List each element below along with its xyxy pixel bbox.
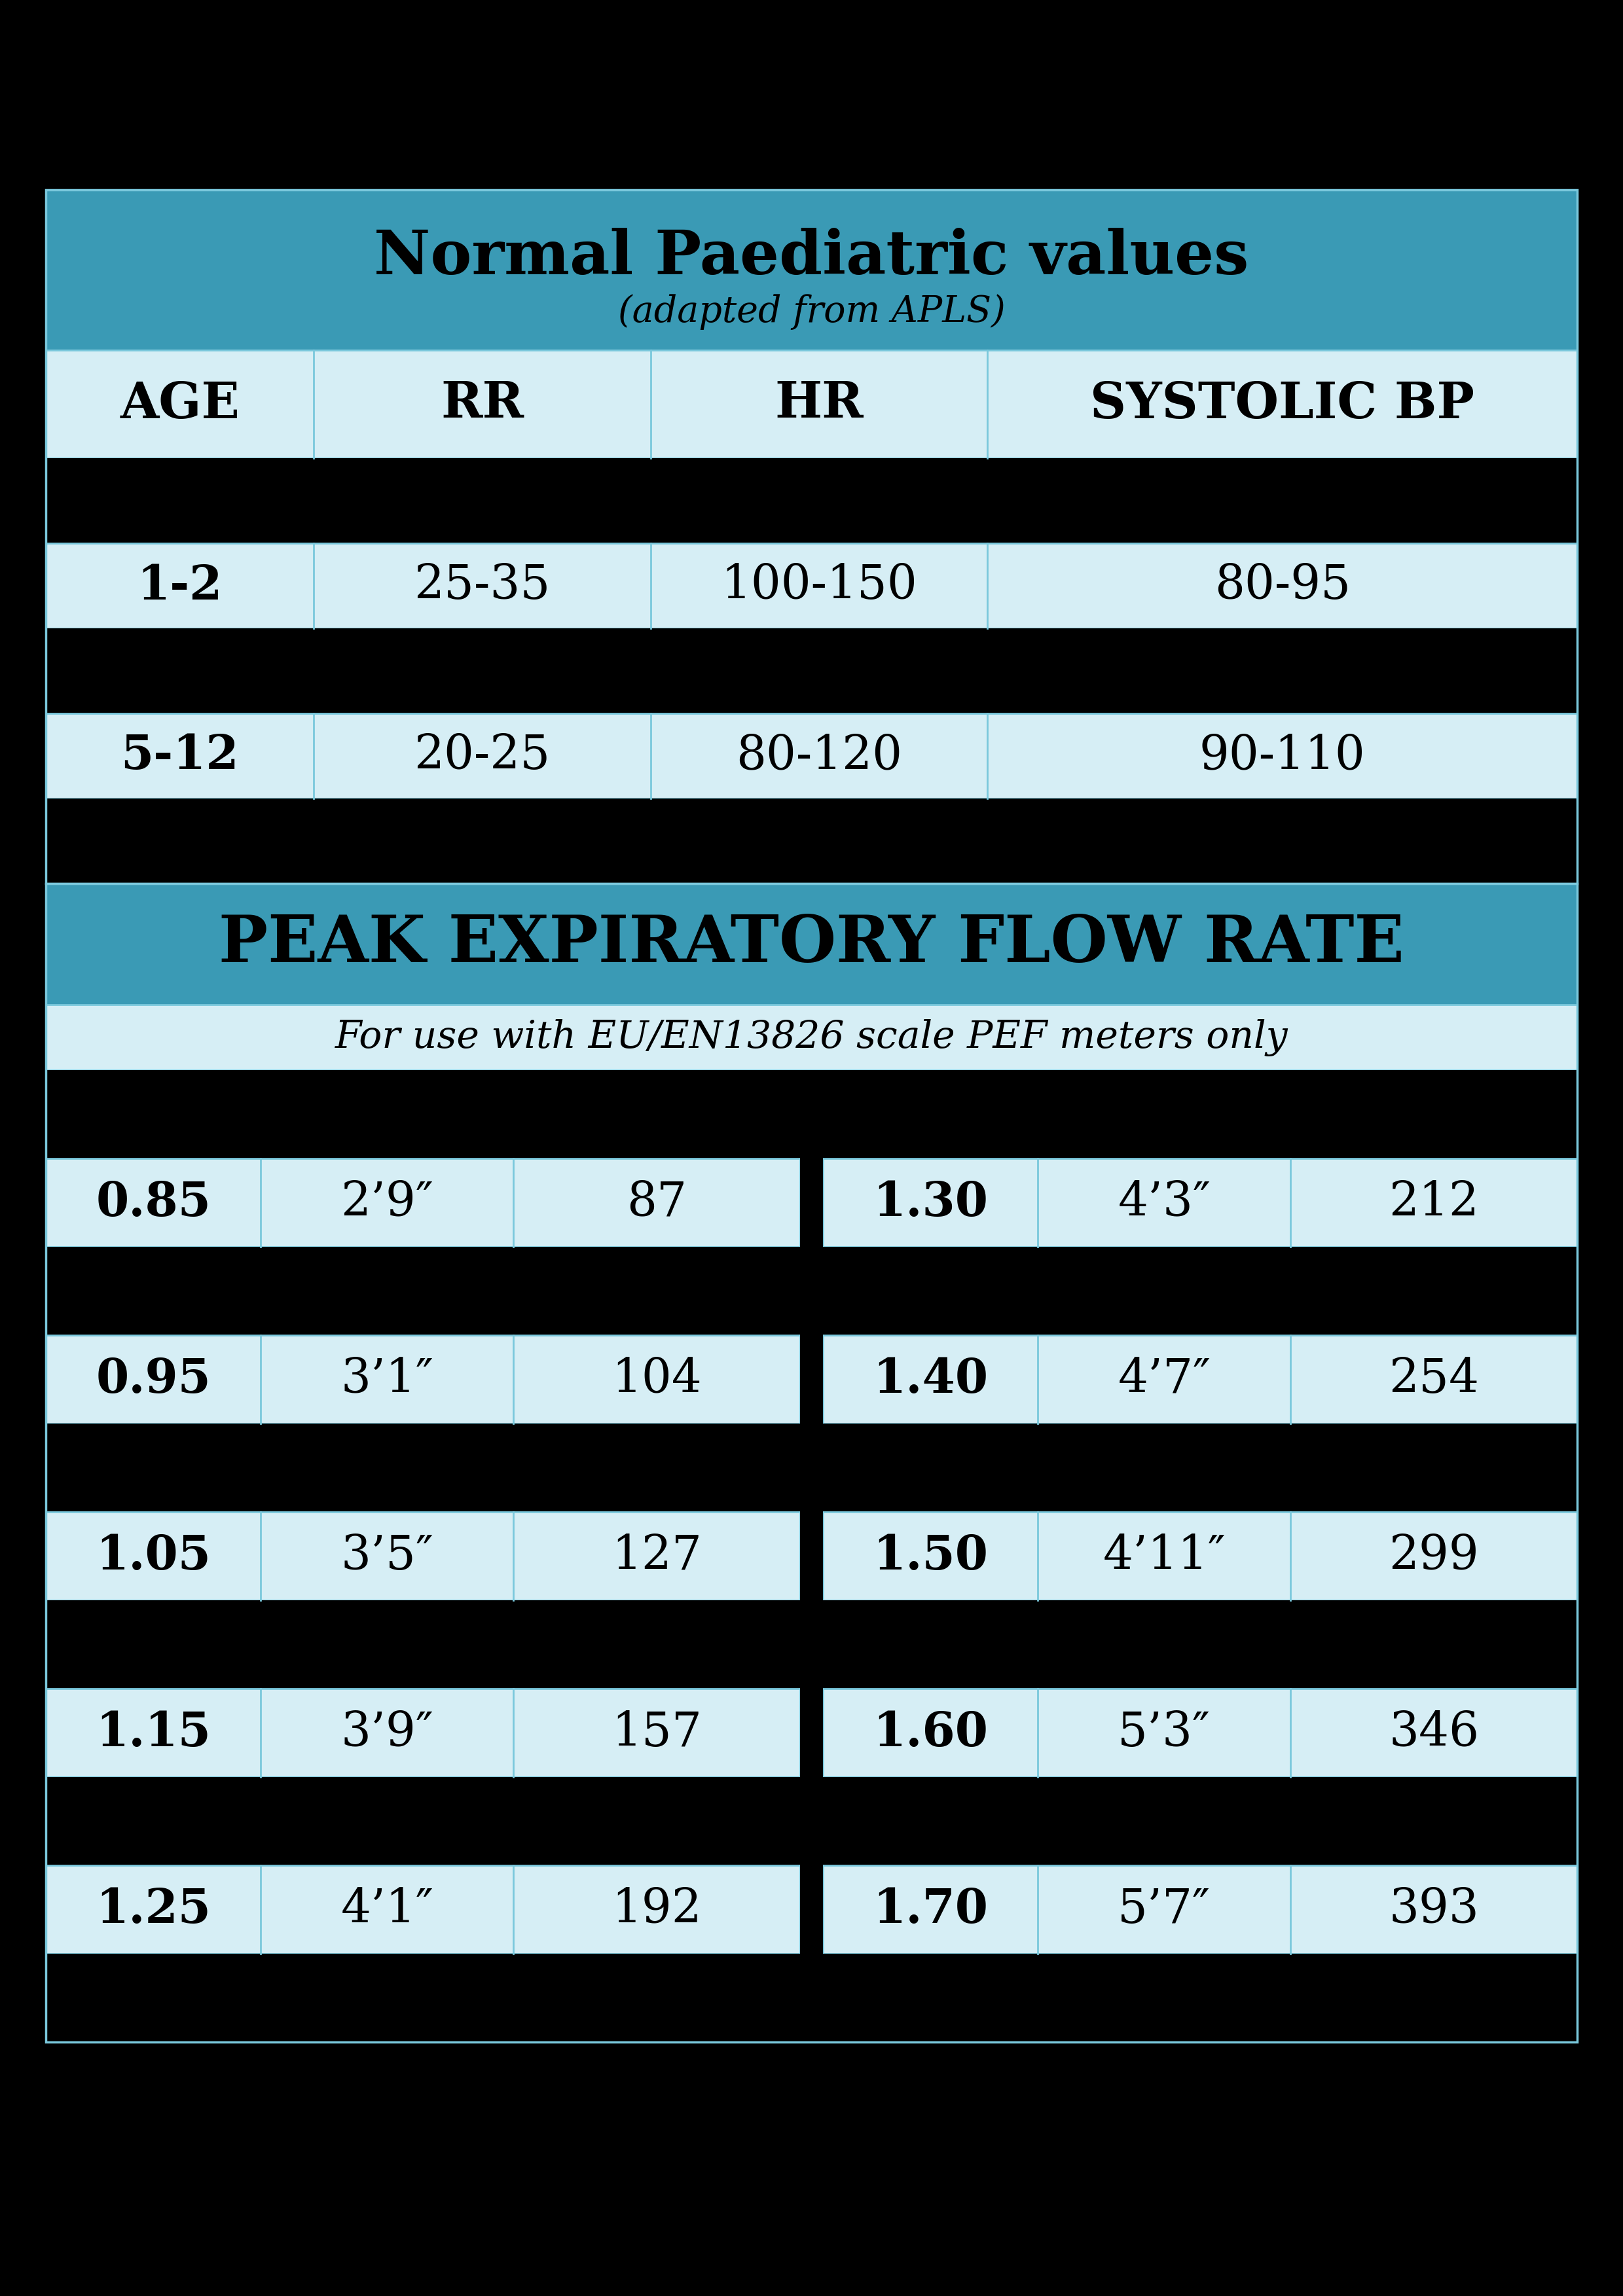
Bar — [823, 1954, 1578, 2041]
Bar — [45, 351, 1578, 459]
Bar — [45, 1954, 800, 2041]
Text: 4’3″: 4’3″ — [1118, 1180, 1211, 1226]
Text: 127: 127 — [612, 1534, 701, 1580]
Bar — [45, 1688, 800, 1777]
Bar — [45, 1006, 1578, 1070]
Text: 4’1″: 4’1″ — [341, 1887, 433, 1933]
Text: PEAK EXPIRATORY FLOW RATE: PEAK EXPIRATORY FLOW RATE — [219, 912, 1404, 976]
Text: 393: 393 — [1389, 1887, 1479, 1933]
Text: AGE: AGE — [120, 379, 240, 429]
Bar — [45, 1864, 800, 1954]
Text: 1.25: 1.25 — [96, 1887, 211, 1933]
Text: 346: 346 — [1389, 1711, 1479, 1756]
Text: 90-110: 90-110 — [1199, 732, 1365, 778]
Text: RR: RR — [441, 379, 524, 429]
Text: 3’5″: 3’5″ — [341, 1534, 433, 1580]
Bar — [45, 544, 1578, 629]
Text: 157: 157 — [612, 1711, 701, 1756]
Bar — [45, 1247, 800, 1336]
Text: 80-95: 80-95 — [1214, 563, 1350, 608]
Bar — [45, 1159, 800, 1247]
Text: 5’7″: 5’7″ — [1118, 1887, 1211, 1933]
Text: 5-12: 5-12 — [120, 732, 239, 778]
Text: 212: 212 — [1389, 1180, 1479, 1226]
Bar — [45, 1424, 800, 1511]
Bar — [823, 1600, 1578, 1688]
Bar — [45, 714, 1578, 799]
Text: 1.15: 1.15 — [96, 1711, 211, 1756]
Text: HR: HR — [774, 379, 863, 429]
Bar — [823, 1864, 1578, 1954]
Text: 104: 104 — [612, 1357, 701, 1403]
Text: 1-2: 1-2 — [136, 563, 222, 608]
Text: 0.85: 0.85 — [96, 1180, 211, 1226]
Text: (adapted from APLS): (adapted from APLS) — [618, 294, 1005, 331]
Bar — [45, 1777, 800, 1864]
Bar — [45, 884, 1578, 2041]
Text: For use with EU/EN13826 scale PEF meters only: For use with EU/EN13826 scale PEF meters… — [334, 1019, 1289, 1056]
Text: 3’9″: 3’9″ — [341, 1711, 433, 1756]
Text: 1.70: 1.70 — [873, 1887, 988, 1933]
Text: 20-25: 20-25 — [414, 732, 550, 778]
Bar — [45, 191, 1578, 884]
Text: 1.60: 1.60 — [873, 1711, 988, 1756]
Text: 4’7″: 4’7″ — [1118, 1357, 1211, 1403]
Text: 87: 87 — [626, 1180, 687, 1226]
Bar — [45, 191, 1578, 351]
Bar — [45, 884, 1578, 1006]
Bar — [800, 1070, 823, 2041]
Bar — [45, 1336, 800, 1424]
Text: 5’3″: 5’3″ — [1118, 1711, 1211, 1756]
Bar — [823, 1424, 1578, 1511]
Bar — [45, 1600, 800, 1688]
Text: 3’1″: 3’1″ — [341, 1357, 433, 1403]
Text: 100-150: 100-150 — [721, 563, 917, 608]
Text: 1.05: 1.05 — [96, 1534, 211, 1580]
Text: 192: 192 — [612, 1887, 701, 1933]
Text: 1.50: 1.50 — [873, 1534, 988, 1580]
Bar — [823, 1511, 1578, 1600]
Bar — [45, 544, 1578, 629]
Text: Normal Paediatric values: Normal Paediatric values — [373, 227, 1250, 287]
Text: 80-120: 80-120 — [735, 732, 902, 778]
Bar — [823, 1159, 1578, 1247]
Text: 0.95: 0.95 — [96, 1357, 211, 1403]
Text: 1.30: 1.30 — [873, 1180, 988, 1226]
Bar — [823, 1247, 1578, 1336]
Bar — [45, 714, 1578, 799]
Bar — [823, 1336, 1578, 1424]
Bar — [823, 1688, 1578, 1777]
Text: 25-35: 25-35 — [414, 563, 550, 608]
Text: SYSTOLIC BP: SYSTOLIC BP — [1091, 379, 1475, 429]
Text: 2’9″: 2’9″ — [341, 1180, 433, 1226]
Text: 1.40: 1.40 — [873, 1357, 988, 1403]
Bar — [45, 1511, 800, 1600]
Bar — [45, 459, 1578, 544]
Text: 299: 299 — [1389, 1534, 1479, 1580]
Bar — [823, 1777, 1578, 1864]
Text: 4’11″: 4’11″ — [1102, 1534, 1225, 1580]
Text: 254: 254 — [1389, 1357, 1479, 1403]
Bar — [45, 799, 1578, 884]
Bar — [823, 1070, 1578, 1159]
Bar — [45, 629, 1578, 714]
Bar — [45, 1070, 800, 1159]
